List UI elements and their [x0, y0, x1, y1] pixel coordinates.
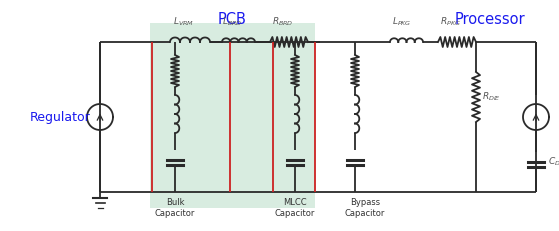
Text: MLCC
Capacitor: MLCC Capacitor	[275, 198, 315, 218]
Text: $R_{DIE}$: $R_{DIE}$	[482, 91, 501, 103]
Text: Bypass
Capacitor: Bypass Capacitor	[345, 198, 385, 218]
Text: $L_{BRD}$: $L_{BRD}$	[222, 15, 242, 28]
Text: $R_{BRD}$: $R_{BRD}$	[272, 15, 293, 28]
Text: $L_{PKG}$: $L_{PKG}$	[392, 15, 411, 28]
Text: Bulk
Capacitor: Bulk Capacitor	[155, 198, 195, 218]
Text: Processor: Processor	[454, 12, 525, 27]
Text: PCB: PCB	[217, 12, 247, 27]
Bar	[150, 23, 315, 208]
Text: $R_{PKG}$: $R_{PKG}$	[440, 15, 461, 28]
Text: Regulator: Regulator	[30, 110, 91, 124]
Text: $L_{VRM}$: $L_{VRM}$	[173, 15, 194, 28]
Text: $C_{DIE}$: $C_{DIE}$	[548, 156, 559, 168]
